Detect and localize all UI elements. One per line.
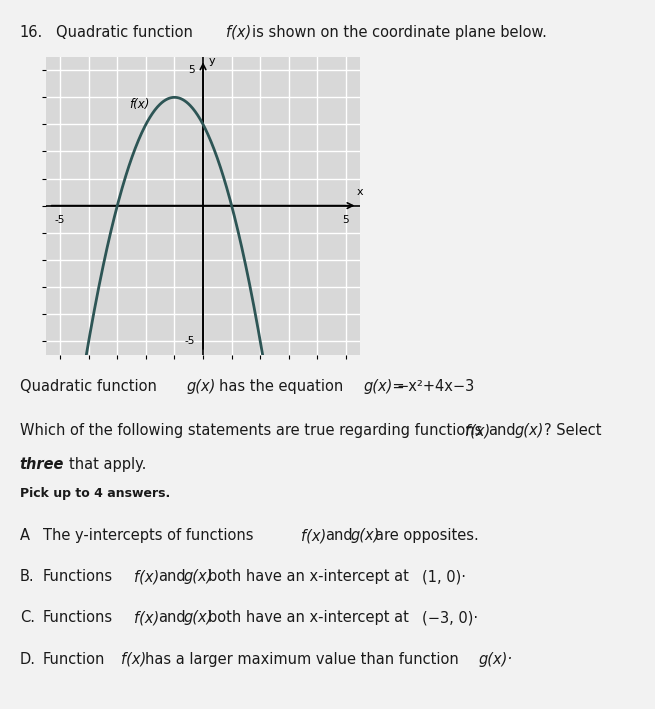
Text: Functions: Functions (43, 610, 113, 625)
Text: C.: C. (20, 610, 35, 625)
Text: Function: Function (43, 652, 105, 666)
Text: has a larger maximum value than function: has a larger maximum value than function (145, 652, 459, 666)
Text: (−3, 0)·: (−3, 0)· (422, 610, 478, 625)
Text: f(x): f(x) (465, 423, 491, 438)
Text: f(x): f(x) (134, 569, 160, 584)
Text: Pick up to 4 answers.: Pick up to 4 answers. (20, 487, 170, 500)
Text: f(x): f(x) (134, 610, 160, 625)
Text: g(x): g(x) (183, 610, 213, 625)
Text: is shown on the coordinate plane below.: is shown on the coordinate plane below. (252, 25, 547, 40)
Text: and: and (326, 528, 353, 543)
Text: Which of the following statements are true regarding functions: Which of the following statements are tr… (20, 423, 482, 438)
Text: are opposites.: are opposites. (375, 528, 478, 543)
Text: g(x)·: g(x)· (478, 652, 512, 666)
Text: D.: D. (20, 652, 35, 666)
Text: g(x): g(x) (514, 423, 544, 438)
Text: f(x): f(x) (301, 528, 327, 543)
Text: x: x (357, 187, 364, 198)
Text: −x²+4x−3: −x²+4x−3 (396, 379, 474, 394)
Text: g(x): g(x) (187, 379, 216, 394)
Text: both have an x-intercept at: both have an x-intercept at (208, 569, 409, 584)
Text: y: y (209, 56, 215, 66)
Text: Quadratic function: Quadratic function (20, 379, 157, 394)
Text: both have an x-intercept at: both have an x-intercept at (208, 610, 409, 625)
Text: g(x)=: g(x)= (364, 379, 405, 394)
Text: B.: B. (20, 569, 34, 584)
Text: 16.: 16. (20, 25, 43, 40)
Text: and: and (488, 423, 515, 438)
Text: three: three (20, 457, 64, 472)
Text: f(x): f(x) (129, 98, 149, 111)
Text: f(x): f(x) (121, 652, 147, 666)
Text: (1, 0)·: (1, 0)· (422, 569, 466, 584)
Text: has the equation: has the equation (219, 379, 344, 394)
Text: g(x): g(x) (183, 569, 213, 584)
Text: and: and (159, 569, 186, 584)
Text: A: A (20, 528, 29, 543)
Text: The y-intercepts of functions: The y-intercepts of functions (43, 528, 253, 543)
Text: and: and (159, 610, 186, 625)
Text: ? Select: ? Select (544, 423, 601, 438)
Text: g(x): g(x) (350, 528, 380, 543)
Text: 5: 5 (188, 65, 195, 75)
Text: that apply.: that apply. (69, 457, 146, 472)
Text: -5: -5 (55, 215, 66, 225)
Text: Quadratic function: Quadratic function (56, 25, 193, 40)
Text: f(x): f(x) (226, 25, 252, 40)
Text: 5: 5 (343, 215, 349, 225)
Text: -5: -5 (184, 336, 195, 346)
Text: Functions: Functions (43, 569, 113, 584)
